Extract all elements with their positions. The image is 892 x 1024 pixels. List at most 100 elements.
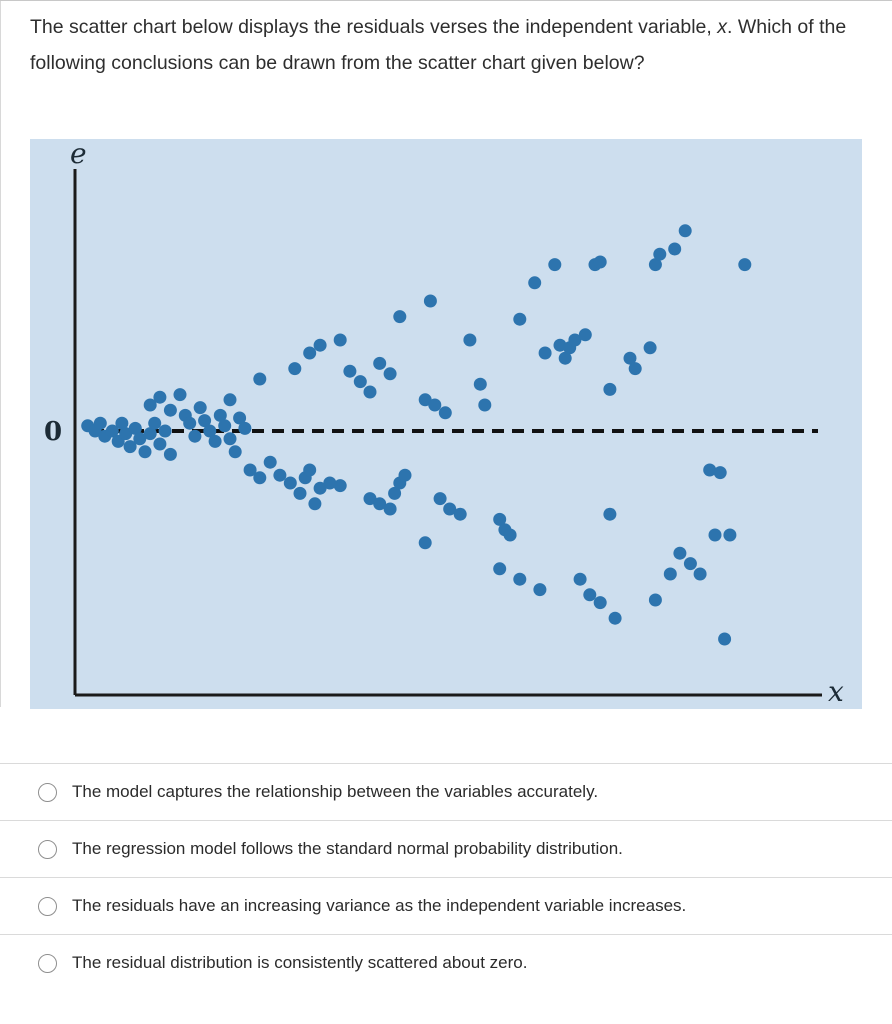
- option-row-4[interactable]: The residual distribution is consistentl…: [0, 934, 892, 991]
- x-axis-label: x: [828, 675, 844, 708]
- scatter-dot: [528, 276, 542, 290]
- scatter-dot: [443, 502, 457, 516]
- panel-left-border: [0, 1, 1, 707]
- scatter-dot: [718, 632, 732, 646]
- scatter-dot: [628, 362, 642, 376]
- scatter-dot: [115, 416, 129, 430]
- scatter-dot: [203, 424, 217, 438]
- scatter-dot: [213, 408, 227, 422]
- scatter-dot: [308, 497, 322, 511]
- scatter-dot: [668, 242, 682, 256]
- question-line1-suffix: .: [726, 16, 733, 38]
- scatter-dot: [418, 393, 432, 407]
- scatter-dot: [678, 224, 692, 238]
- scatter-dot: [393, 310, 407, 324]
- scatter-dot: [503, 528, 517, 542]
- scatter-dot: [433, 492, 447, 506]
- scatter-dot: [648, 258, 662, 272]
- scatter-dot: [653, 247, 667, 261]
- scatter-dot: [428, 398, 442, 412]
- scatter-dot: [313, 338, 327, 352]
- scatter-dot: [438, 406, 452, 420]
- scatter-dot: [288, 362, 302, 376]
- scatter-dot: [353, 375, 367, 389]
- chart-svg: e 0 x: [44, 139, 844, 708]
- scatter-dot: [333, 479, 347, 493]
- scatter-dot: [323, 476, 337, 490]
- scatter-dot: [538, 346, 552, 360]
- scatter-dot: [398, 468, 412, 482]
- residual-scatter-chart: e 0 x: [30, 139, 862, 709]
- radio-button-2[interactable]: [38, 839, 57, 859]
- scatter-dot: [313, 481, 327, 495]
- scatter-dot: [238, 421, 252, 435]
- radio-button-3[interactable]: [38, 896, 57, 916]
- scatter-dot: [163, 403, 177, 417]
- scatter-dot: [253, 372, 267, 386]
- scatter-dot: [573, 572, 587, 586]
- question-line2: Which of the following conclusions can b…: [30, 16, 847, 74]
- scatter-dot: [423, 294, 437, 308]
- scatter-dot: [648, 593, 662, 607]
- option-label-2: The regression model follows the standar…: [72, 839, 623, 858]
- scatter-dot: [593, 255, 607, 269]
- scatter-dot: [578, 328, 592, 342]
- scatter-dot: [153, 390, 167, 404]
- scatter-dot: [233, 411, 247, 425]
- scatter-dot: [593, 596, 607, 610]
- scatter-dot: [463, 333, 477, 347]
- scatter-dot: [119, 427, 133, 441]
- scatter-dot: [93, 416, 107, 430]
- option-row-2[interactable]: The regression model follows the standar…: [0, 820, 892, 877]
- scatter-dot: [738, 258, 752, 272]
- scatter-dot: [478, 398, 492, 412]
- scatter-dot: [243, 463, 257, 477]
- scatter-dot: [133, 432, 147, 446]
- scatter-dot: [663, 567, 677, 581]
- scatter-dot: [608, 611, 622, 625]
- scatter-dot: [193, 401, 207, 415]
- scatter-dot: [363, 385, 377, 399]
- scatter-dot: [568, 333, 582, 347]
- answer-options: The model captures the relationship betw…: [0, 763, 892, 991]
- scatter-dot: [253, 471, 267, 485]
- scatter-dot: [363, 492, 377, 506]
- scatter-dot: [303, 463, 317, 477]
- scatter-dot: [723, 528, 737, 542]
- scatter-dot: [493, 562, 507, 576]
- scatter-dot: [163, 447, 177, 461]
- scatter-dot: [708, 528, 722, 542]
- scatter-dot: [105, 424, 119, 438]
- question-text: The scatter chart below displays the res…: [0, 1, 892, 81]
- y-axis-label: e: [70, 139, 87, 170]
- option-label-4: The residual distribution is consistentl…: [72, 953, 528, 972]
- option-row-1[interactable]: The model captures the relationship betw…: [0, 763, 892, 820]
- scatter-dot: [198, 414, 212, 428]
- scatter-dot: [383, 367, 397, 381]
- scatter-dot: [148, 416, 162, 430]
- option-row-3[interactable]: The residuals have an increasing varianc…: [0, 877, 892, 934]
- question-variable: x: [717, 16, 727, 38]
- scatter-dot: [343, 364, 357, 378]
- scatter-dot: [188, 429, 202, 443]
- radio-button-1[interactable]: [38, 782, 57, 802]
- radio-button-4[interactable]: [38, 953, 57, 973]
- scatter-dot: [373, 497, 387, 511]
- scatter-dot: [158, 424, 172, 438]
- scatter-dot: [513, 572, 527, 586]
- scatter-dot: [128, 421, 142, 435]
- scatter-dot: [263, 455, 277, 469]
- option-label-3: The residuals have an increasing varianc…: [72, 896, 687, 915]
- scatter-dot: [388, 486, 402, 500]
- scatter-dot: [623, 351, 637, 365]
- option-label-1: The model captures the relationship betw…: [72, 782, 599, 801]
- scatter-dot: [333, 333, 347, 347]
- scatter-points: [81, 224, 752, 646]
- scatter-dot: [548, 258, 562, 272]
- scatter-dot: [373, 356, 387, 370]
- scatter-dot: [418, 536, 432, 550]
- scatter-dot: [293, 486, 307, 500]
- scatter-dot: [273, 468, 287, 482]
- scatter-dot: [583, 588, 597, 602]
- scatter-dot: [673, 546, 687, 560]
